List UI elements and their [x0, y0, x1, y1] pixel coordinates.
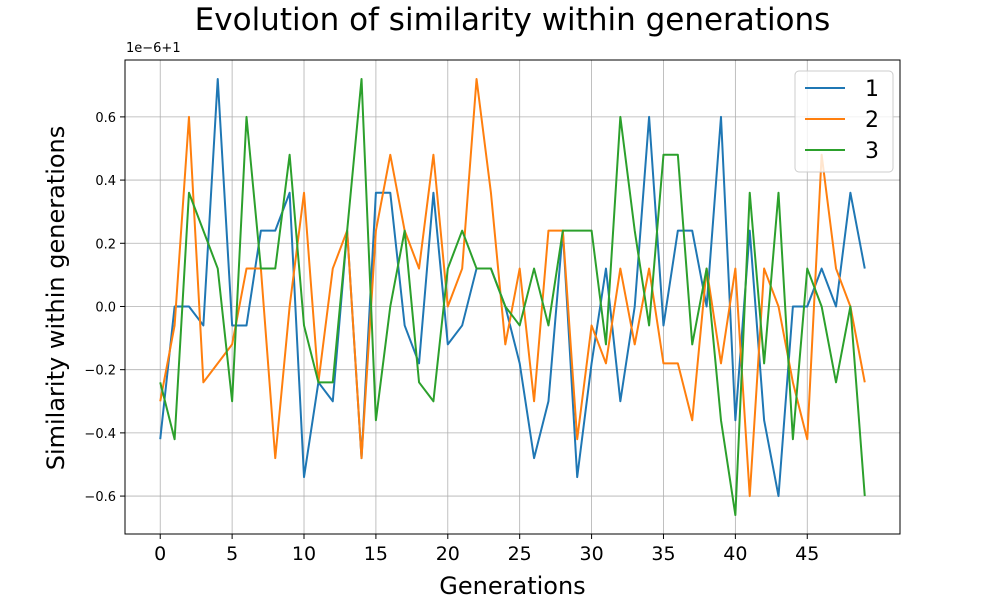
y-axis-offset-label: 1e−6+1: [126, 41, 181, 56]
y-tick-label: 0.0: [95, 300, 116, 315]
axes-frame: [124, 59, 901, 535]
series-line-1: [159, 77, 866, 498]
y-tick-label: 0.4: [95, 174, 116, 189]
legend: 1 2 3: [794, 70, 894, 173]
x-axis-label: Generations: [439, 572, 586, 600]
series-line-2: [159, 77, 866, 498]
y-tick-label: 0.6: [95, 111, 116, 126]
x-tick-label: 0: [154, 543, 166, 565]
y-tick-label: −0.4: [84, 427, 116, 442]
y-tick-label: −0.6: [84, 490, 116, 505]
x-tick-label: 35: [651, 543, 675, 565]
x-tick-label: 45: [795, 543, 819, 565]
legend-label-2: 2: [865, 108, 879, 133]
x-tick-label: 40: [723, 543, 747, 565]
x-tick-label: 10: [292, 543, 316, 565]
y-tick-label: −0.2: [84, 364, 116, 379]
legend-label-1: 1: [865, 77, 879, 102]
x-tick-label: 30: [579, 543, 603, 565]
series-line-3: [159, 77, 866, 517]
chart-title: Evolution of similarity within generatio…: [194, 2, 831, 38]
legend-label-3: 3: [865, 139, 879, 164]
x-tick-label: 20: [436, 543, 460, 565]
x-tick-label: 5: [226, 543, 238, 565]
legend-box: [794, 70, 894, 173]
y-tick-label: 0.2: [95, 237, 116, 252]
x-tick-label: 15: [364, 543, 388, 565]
x-tick-label: 25: [508, 543, 532, 565]
